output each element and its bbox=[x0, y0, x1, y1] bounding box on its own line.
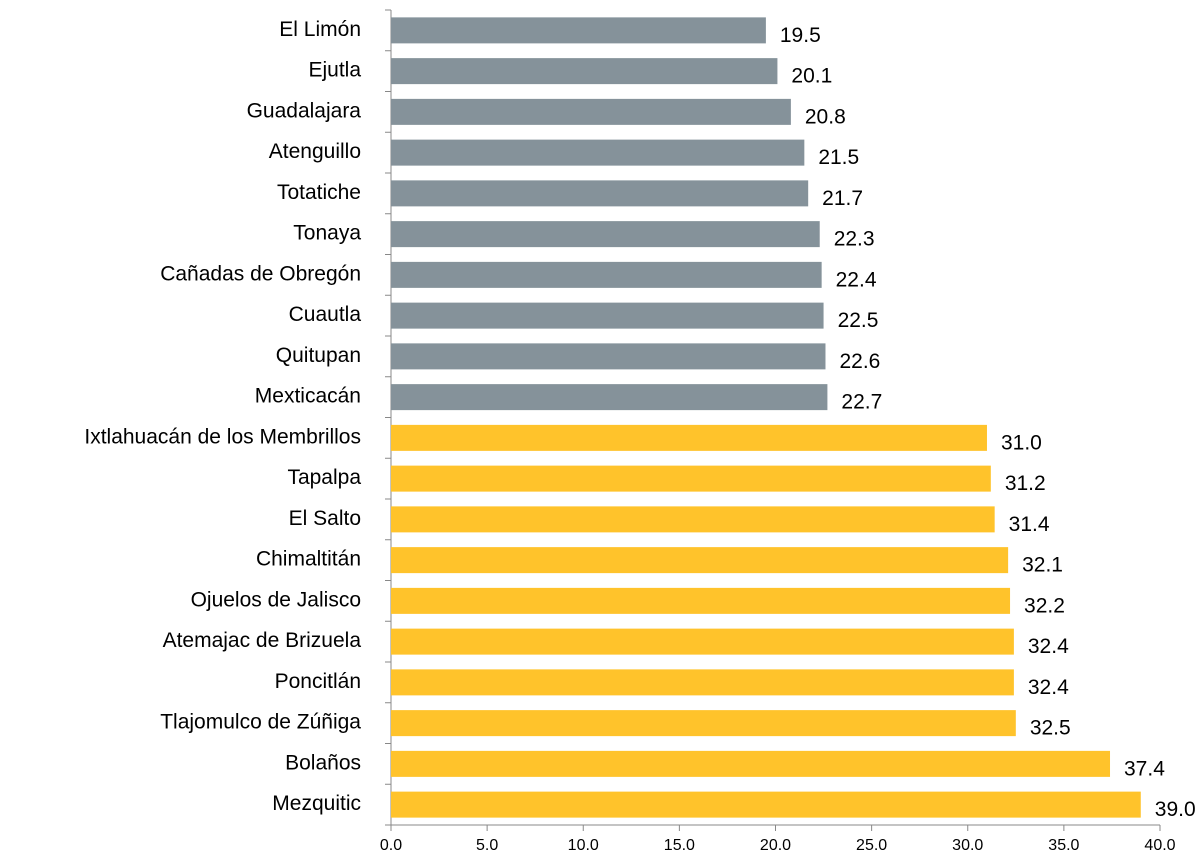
value-label: 32.1 bbox=[1022, 554, 1063, 577]
value-label: 20.8 bbox=[805, 105, 846, 128]
bar bbox=[391, 384, 828, 411]
bar bbox=[391, 261, 822, 288]
value-label: 22.7 bbox=[841, 391, 882, 414]
category-label: Ejutla bbox=[308, 59, 361, 82]
category-label: Cuautla bbox=[289, 303, 362, 326]
category-label: Mezquitic bbox=[272, 792, 361, 815]
bar bbox=[391, 343, 826, 370]
category-label: El Salto bbox=[289, 507, 361, 530]
bar bbox=[391, 791, 1141, 818]
value-label: 19.5 bbox=[780, 24, 821, 47]
x-tick-label: 10.0 bbox=[568, 837, 599, 854]
bar bbox=[391, 710, 1016, 737]
category-label: Ojuelos de Jalisco bbox=[191, 588, 361, 611]
bar bbox=[391, 139, 805, 166]
bar bbox=[391, 58, 778, 85]
value-label: 22.6 bbox=[839, 350, 880, 373]
value-label: 22.4 bbox=[836, 268, 877, 291]
category-label: Totatiche bbox=[277, 181, 361, 204]
bar bbox=[391, 221, 820, 248]
category-label: Poncitlán bbox=[275, 670, 361, 693]
value-label: 21.5 bbox=[818, 146, 859, 169]
x-tick-label: 25.0 bbox=[856, 837, 887, 854]
value-label: 22.3 bbox=[834, 228, 875, 251]
bar bbox=[391, 465, 991, 492]
value-label: 31.2 bbox=[1005, 472, 1046, 495]
value-label: 31.0 bbox=[1001, 431, 1042, 454]
value-label: 39.0 bbox=[1155, 798, 1196, 821]
value-label: 21.7 bbox=[822, 187, 863, 210]
value-label: 37.4 bbox=[1124, 757, 1165, 780]
category-label: Bolaños bbox=[285, 751, 361, 774]
value-label: 32.4 bbox=[1028, 635, 1069, 658]
bar bbox=[391, 424, 987, 451]
category-label: Chimaltitán bbox=[256, 548, 361, 571]
category-label: Cañadas de Obregón bbox=[160, 262, 361, 285]
bar bbox=[391, 98, 791, 125]
bar bbox=[391, 750, 1111, 777]
category-label: Guadalajara bbox=[247, 99, 362, 122]
value-label: 22.5 bbox=[838, 309, 879, 332]
x-tick-label: 20.0 bbox=[760, 837, 791, 854]
value-label: 31.4 bbox=[1009, 513, 1050, 536]
category-label: Atemajac de Brizuela bbox=[163, 629, 362, 652]
bar bbox=[391, 547, 1009, 574]
category-label: Tlajomulco de Zúñiga bbox=[160, 711, 361, 734]
x-tick-label: 35.0 bbox=[1048, 837, 1079, 854]
category-label: Quitupan bbox=[276, 344, 361, 367]
bar bbox=[391, 180, 809, 207]
value-label: 32.5 bbox=[1030, 717, 1071, 740]
category-label: Mexticacán bbox=[255, 385, 361, 408]
bar bbox=[391, 628, 1014, 655]
x-tick-label: 30.0 bbox=[952, 837, 983, 854]
x-tick-label: 0.0 bbox=[380, 837, 402, 854]
category-label: Atenguillo bbox=[269, 140, 361, 163]
category-label: El Limón bbox=[279, 18, 361, 41]
category-label: Tonaya bbox=[293, 222, 361, 245]
value-label: 32.2 bbox=[1024, 594, 1065, 617]
x-tick-label: 40.0 bbox=[1144, 837, 1175, 854]
category-label: Tapalpa bbox=[287, 466, 361, 489]
value-label: 20.1 bbox=[791, 65, 832, 88]
bar bbox=[391, 506, 995, 533]
x-tick-label: 5.0 bbox=[476, 837, 498, 854]
bar bbox=[391, 669, 1014, 696]
bar bbox=[391, 302, 824, 329]
x-tick-label: 15.0 bbox=[664, 837, 695, 854]
bar bbox=[391, 17, 766, 44]
category-label: Ixtlahuacán de los Membrillos bbox=[84, 425, 361, 448]
value-label: 32.4 bbox=[1028, 676, 1069, 699]
bar bbox=[391, 587, 1011, 614]
